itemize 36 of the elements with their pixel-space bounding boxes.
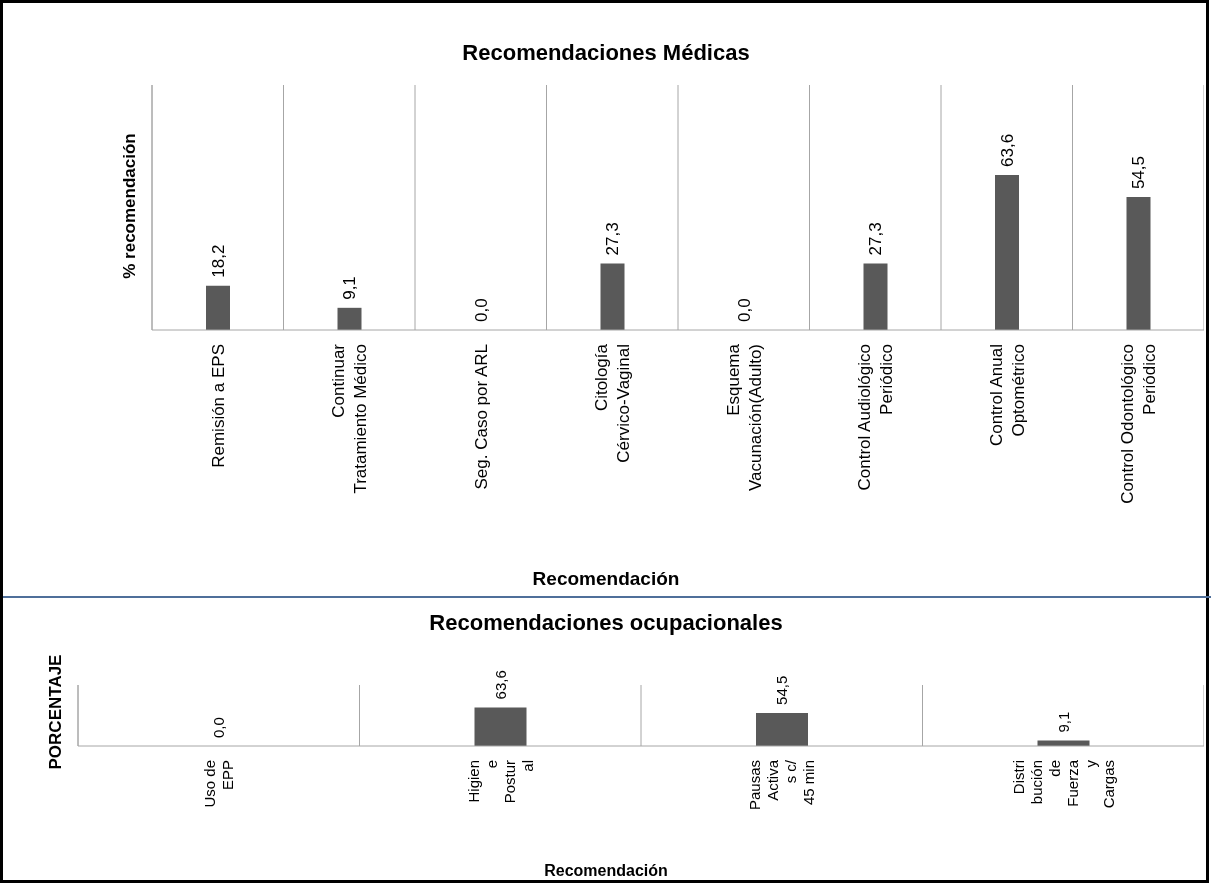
x-tick-label: Control Odontológico Periódico [1118,344,1160,504]
data-label: 0,0 [210,717,227,738]
chart-title: Recomendaciones Médicas [461,40,751,66]
bar [995,174,1019,330]
x-tick-label: Seg. Caso por ARL [471,344,491,490]
x-tick-label: Continuar Tratamiento Médico [329,343,371,494]
x-tick-label: Control Audiológico Periódico [855,344,897,491]
x-axis-title: Recomendación [543,862,669,880]
data-label: 9,1 [1054,711,1072,733]
x-tick-label: Remisión a EPS [208,344,228,468]
data-label: 27,3 [603,222,623,256]
data-label: 0,0 [471,298,491,322]
x-tick-label: Citología Cérvico-Vaginal [592,343,634,463]
x-tick-label: Pausas Activas c/ 45 min [746,759,817,811]
x-tick-label: Control Anual Optométrico [986,344,1028,447]
bar [600,263,625,330]
bar [1126,197,1151,330]
data-label: 54,5 [1129,156,1149,190]
data-label: 63,6 [997,133,1017,167]
chart-title: Recomendaciones ocupacionales [428,610,784,636]
x-tick-label: Uso de EPP [201,760,236,808]
y-axis-title: % recomendación [120,133,140,279]
x-tick-label: Higiene Postural [464,760,536,804]
bar [337,307,362,330]
data-label: 18,2 [208,244,228,278]
bar [863,263,888,330]
x-axis-title: Recomendación [531,568,681,590]
data-label: 0,0 [734,298,754,322]
x-tick-label: Distribución de Fuerza y Cargas [1009,759,1117,809]
data-label: 54,5 [773,675,790,705]
x-tick-label: Esquema Vacunación(Adulto) [723,343,765,492]
data-label: 27,3 [866,222,886,256]
bar [206,285,230,330]
data-label: 63,6 [491,670,509,700]
y-axis-title: PORCENTAJE [46,654,66,769]
data-label: 9,1 [340,276,360,300]
